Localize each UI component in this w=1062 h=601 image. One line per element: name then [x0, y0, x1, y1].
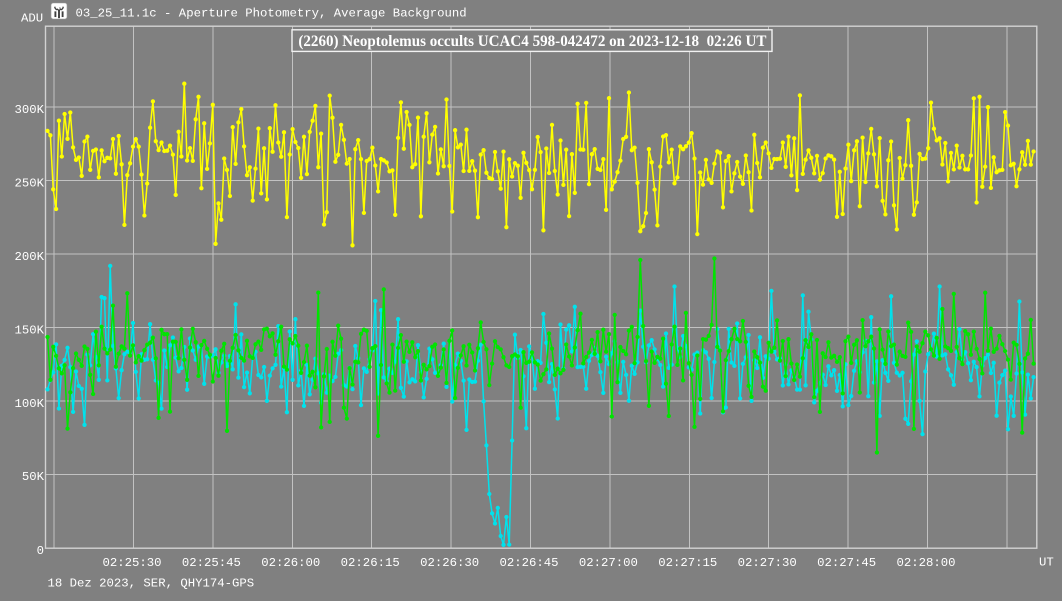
- svg-text:100K: 100K: [14, 397, 44, 411]
- svg-text:(2260) Neoptolemus occults UCA: (2260) Neoptolemus occults UCAC4 598-042…: [298, 33, 766, 50]
- svg-text:02:27:45: 02:27:45: [817, 556, 876, 570]
- svg-text:250K: 250K: [14, 176, 44, 190]
- svg-text:200K: 200K: [14, 250, 44, 264]
- svg-text:300K: 300K: [14, 103, 44, 117]
- svg-text:50K: 50K: [22, 470, 45, 484]
- svg-text:02:27:15: 02:27:15: [658, 556, 717, 570]
- svg-text:02:27:30: 02:27:30: [738, 556, 797, 570]
- svg-text:ADU: ADU: [21, 12, 43, 26]
- svg-text:02:27:00: 02:27:00: [579, 556, 638, 570]
- svg-text:02:25:30: 02:25:30: [102, 556, 161, 570]
- svg-text:02:26:00: 02:26:00: [261, 556, 320, 570]
- svg-text:02:26:45: 02:26:45: [499, 556, 558, 570]
- svg-text:150K: 150K: [14, 323, 44, 337]
- svg-text:UT: UT: [1039, 556, 1054, 570]
- svg-text:03_25_11.1c - Aperture Photome: 03_25_11.1c - Aperture Photometry, Avera…: [76, 7, 467, 21]
- svg-text:02:26:15: 02:26:15: [341, 556, 400, 570]
- svg-text:02:25:45: 02:25:45: [182, 556, 241, 570]
- svg-text:02:28:00: 02:28:00: [896, 556, 955, 570]
- svg-text:0: 0: [37, 544, 44, 558]
- svg-text:18 Dez 2023, SER, QHY174-GPS: 18 Dez 2023, SER, QHY174-GPS: [48, 577, 255, 591]
- svg-text:02:26:30: 02:26:30: [420, 556, 479, 570]
